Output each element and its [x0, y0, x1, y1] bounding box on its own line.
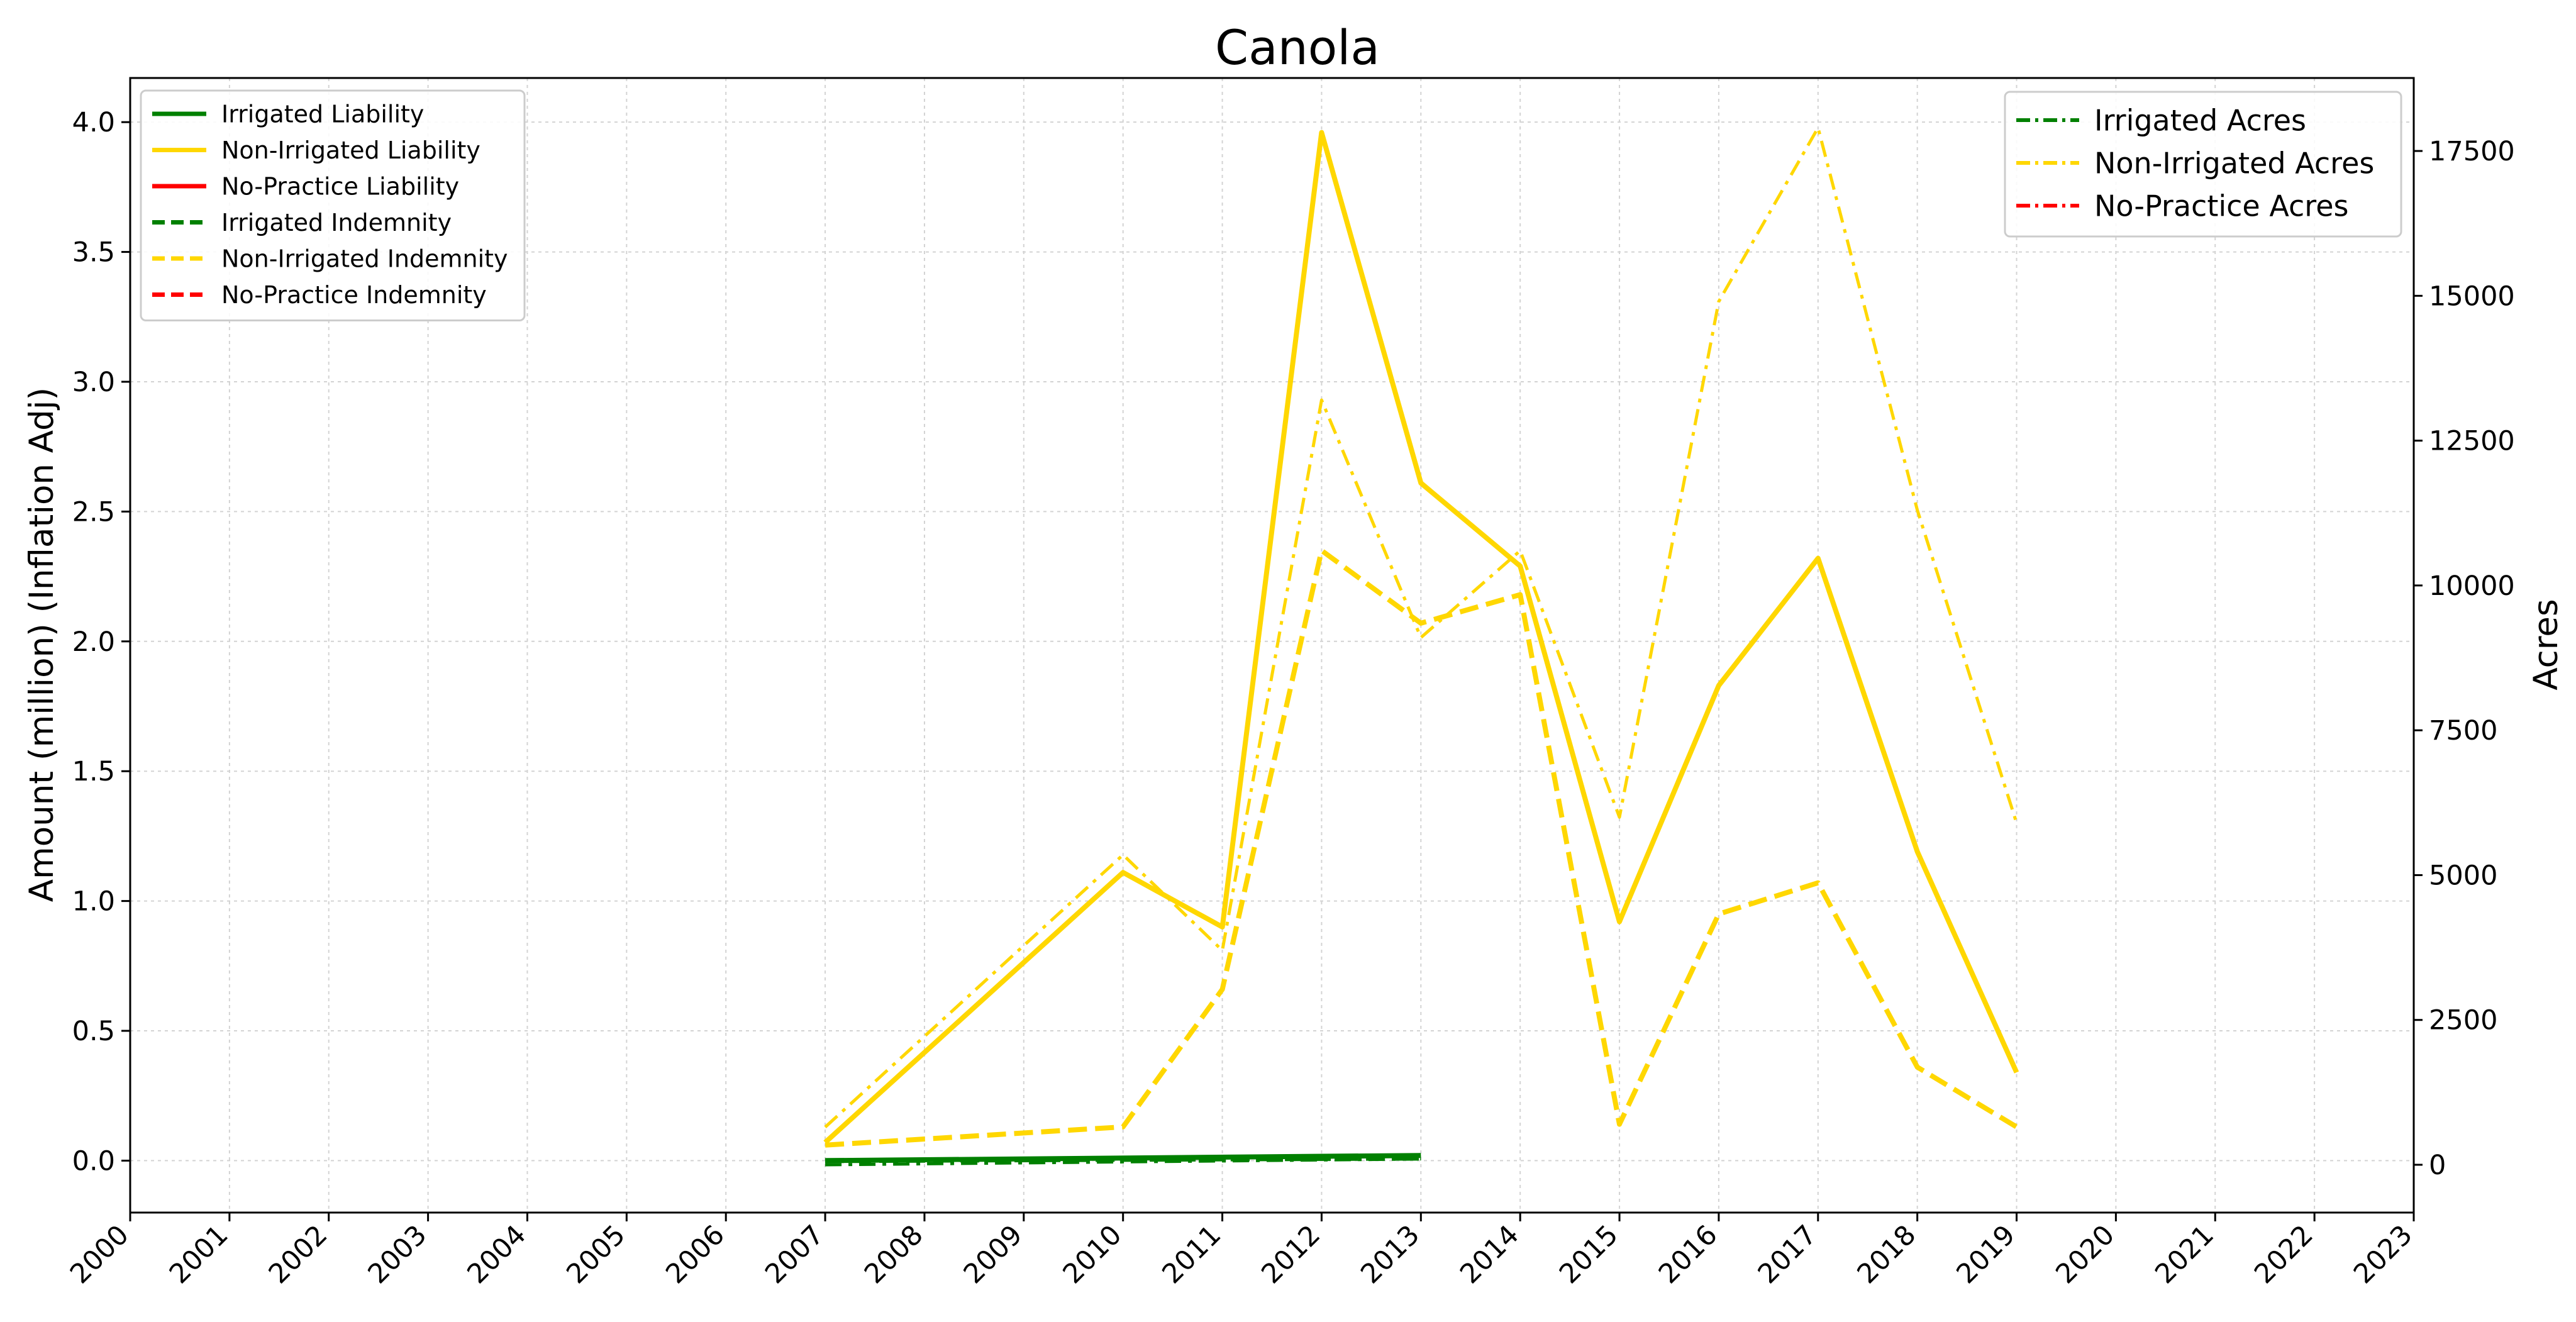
series-line-non-irrigated-acres — [824, 126, 2018, 1128]
series-line-non-irrigated-indemnity — [824, 548, 2018, 1148]
legend-label-irrigated-indemnity: Irrigated Indemnity — [221, 209, 452, 236]
y-tick-label: 4.0 — [72, 107, 115, 138]
y2-tick-label: 2500 — [2429, 1005, 2497, 1036]
y-tick-label: 3.5 — [72, 237, 115, 269]
legend-label-irrigated-liability: Irrigated Liability — [221, 101, 424, 128]
legend-right: Irrigated Acres Non-Irrigated Acres No-Pra… — [2004, 91, 2402, 238]
y2-tick-label: 7500 — [2429, 715, 2497, 747]
legend-frame — [140, 89, 526, 321]
y-axis-right: 0 2500 5000 7500 10000 12500 15000 17500 — [2414, 136, 2515, 1181]
plot-frame — [129, 77, 2415, 1214]
legend-frame — [2004, 91, 2402, 238]
y-tick-label: 0.5 — [72, 1016, 115, 1047]
series-line-irrigated-indemnity — [825, 1155, 1421, 1164]
series-line-non-irrigated-liability — [823, 130, 2019, 1145]
y2-tick-label: 10000 — [2429, 570, 2515, 602]
y-tick-label: 1.5 — [72, 756, 115, 787]
y2-tick-label: 17500 — [2429, 136, 2515, 167]
y-axis-title: Amount (million) (Inflation Adj) — [23, 387, 61, 902]
y2-tick-label: 12500 — [2429, 426, 2515, 457]
y2-tick-label: 15000 — [2429, 281, 2515, 312]
legend-label-no-practice-indemnity: No-Practice Indemnity — [221, 281, 487, 309]
legend-label-non-irrigated-indemnity: Non-Irrigated Indemnity — [221, 245, 508, 273]
y-tick-label: 2.0 — [72, 626, 115, 658]
legend-label-irrigated-acres: Irrigated Acres — [2094, 104, 2306, 138]
y-tick-label: 1.0 — [72, 886, 115, 918]
legend-label-no-practice-acres: No-Practice Acres — [2094, 189, 2348, 223]
y2-tick-label: 0 — [2429, 1150, 2446, 1181]
legend-left: Irrigated Liability Non-Irrigated Liabili… — [140, 89, 526, 321]
y-tick-label: 3.0 — [72, 367, 115, 398]
y-tick-label: 0.0 — [72, 1145, 115, 1177]
chart-title: Canola — [1215, 19, 1380, 75]
y-tick-label: 2.5 — [72, 496, 115, 528]
legend-label-no-practice-liability: No-Practice Liability — [221, 173, 459, 201]
legend-label-non-irrigated-acres: Non-Irrigated Acres — [2094, 147, 2374, 181]
y2-tick-label: 5000 — [2429, 860, 2497, 891]
series-line-irrigated-acres — [825, 1157, 1421, 1167]
series-layer — [823, 126, 2019, 1167]
legend-label-non-irrigated-liability: Non-Irrigated Liability — [221, 136, 480, 164]
y-axis-left: 0.0 0.5 1.0 1.5 2.0 2.5 3.0 3.5 4.0 — [72, 107, 130, 1177]
y2-axis-title: Acres — [2527, 599, 2565, 690]
